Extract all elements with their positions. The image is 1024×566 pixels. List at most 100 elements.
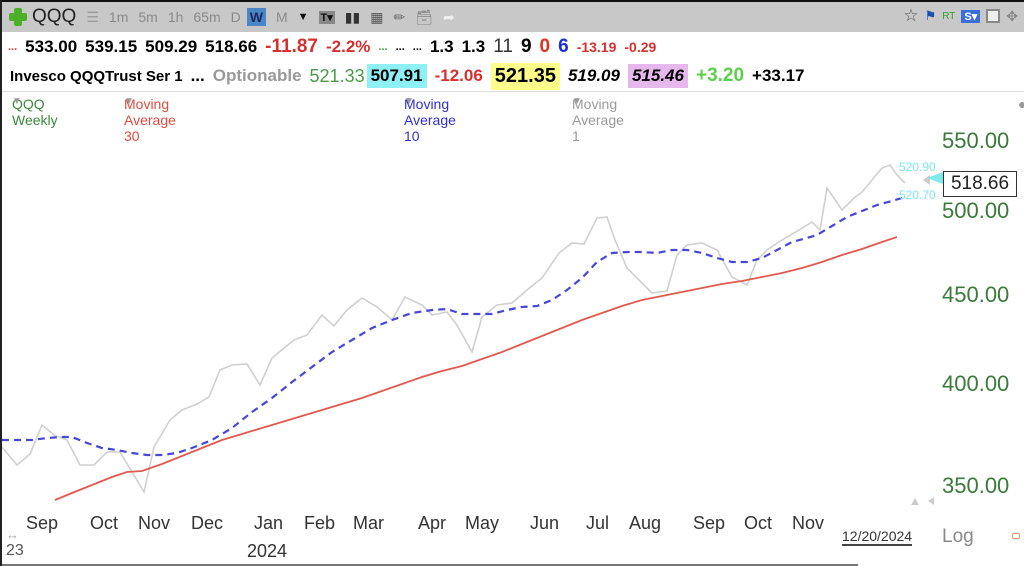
last-price-box: 518.66 <box>943 171 1017 197</box>
ma-label-lower: 520.70 <box>899 188 936 202</box>
legend-series-label: QQQ Weekly <box>12 96 58 128</box>
purple-value: 515.46 <box>627 64 688 88</box>
chart-legend: QQQ Weekly ▼ Moving Average 30 ▼ ▼ Movin… <box>2 96 1024 144</box>
yellow-value: 521.35 <box>490 62 560 90</box>
share-icon[interactable]: ➦ <box>442 8 455 25</box>
chevron-down-icon: ▼ <box>404 96 414 107</box>
count-2: 9 <box>520 36 532 57</box>
x-label-jun: Jun <box>530 513 560 533</box>
quote-row-1: ... 533.00 539.15 509.29 518.66 -11.87 -… <box>2 34 1024 60</box>
s-menu-button[interactable]: S▾ <box>961 9 981 23</box>
y-label-350: 350.00 <box>942 473 1010 498</box>
dots-2: ... <box>395 41 405 53</box>
neg-value-1: -13.19 <box>576 39 617 55</box>
current-date[interactable]: 12/20/2024 <box>842 528 913 546</box>
x-label-sep-2023: Sep <box>26 513 59 533</box>
dots-red: ... <box>8 41 18 53</box>
x-label-oct: Oct <box>90 513 119 533</box>
rt-label[interactable]: RT <box>942 10 956 22</box>
x-label-nov: Nov <box>138 513 171 533</box>
list-icon[interactable]: ☰ <box>86 8 99 25</box>
security-name: Invesco QQQTrust Ser 1 <box>10 67 183 85</box>
x-label-dec: Dec <box>191 513 224 533</box>
legend-ma1-label: Moving Average 1 <box>572 96 624 144</box>
high-value: 539.15 <box>85 37 138 56</box>
add-symbol-icon[interactable] <box>8 7 28 27</box>
count-3: 0 <box>539 36 551 57</box>
dots-green: ... <box>378 41 388 53</box>
log-scale-toggle[interactable]: Log <box>942 526 974 547</box>
timeframe-d[interactable]: D <box>230 9 241 25</box>
divider <box>2 91 1024 92</box>
year-label-2024: 2024 <box>247 541 288 561</box>
scroll-up-icon[interactable] <box>911 498 919 505</box>
neg-value-2: -0.29 <box>624 39 657 55</box>
plus-green-value: +3.20 <box>695 65 745 86</box>
x-label-oct-2024: Oct <box>744 513 773 533</box>
count-1: 11 <box>493 36 513 57</box>
chevron-down-icon: ▼ <box>404 96 414 107</box>
symbol-label[interactable]: QQQ <box>32 6 77 27</box>
lock-icon[interactable] <box>1012 533 1020 539</box>
grid-add-icon[interactable]: ▦ <box>370 8 384 25</box>
green-value: 521.33 <box>309 65 365 86</box>
count-4: 6 <box>558 36 569 57</box>
dots-3: ... <box>412 41 422 53</box>
move-icon[interactable]: ✥ <box>1006 7 1018 24</box>
cyan-value: 507.91 <box>366 64 427 88</box>
price-line <box>2 164 906 495</box>
s-label: S <box>964 10 972 23</box>
scroll-left-icon[interactable] <box>928 497 934 505</box>
change-pct-value: -2.2% <box>326 37 371 56</box>
marker-up-icon <box>923 175 930 185</box>
optionable-label: Optionable <box>212 66 302 85</box>
x-label-jul: Jul <box>586 513 610 533</box>
low-value: 509.29 <box>145 37 198 56</box>
chevron-down-icon: ▼ <box>572 96 582 107</box>
value-1: 1.3 <box>429 37 454 56</box>
timeframe-65m[interactable]: 65m <box>193 9 221 25</box>
close-value: 518.66 <box>205 37 258 56</box>
ma10-line <box>2 195 906 457</box>
text-tool-icon[interactable]: T▾ <box>318 10 335 24</box>
dropdown-icon[interactable]: ▼ <box>297 11 309 23</box>
y-label-500: 500.00 <box>942 198 1010 223</box>
ma30-line <box>54 236 898 501</box>
toolbar: QQQ ☰ 1m 5m 1h 65m D W M ▼ T▾ ▮▮ ▦ ✏ 🗃 ➦… <box>2 0 1024 32</box>
legend-ma30-label: Moving Average 30 <box>124 96 176 144</box>
quote-row-2: Invesco QQQTrust Ser 1 ... Optionable 52… <box>2 62 1024 90</box>
timeframe-w[interactable]: W <box>246 8 266 26</box>
bar-chart-icon[interactable]: ▮▮ <box>344 8 361 25</box>
timeframe-1m[interactable]: 1m <box>108 9 129 25</box>
settings-icon[interactable]: ● <box>1018 96 1024 112</box>
folder-icon[interactable]: 🗃 <box>415 8 433 25</box>
ma-label-upper: 520.90 <box>899 160 936 174</box>
save-icon[interactable] <box>986 9 1001 23</box>
x-label-aug: Aug <box>629 513 662 533</box>
italic-value: 519.09 <box>567 66 620 85</box>
price-pointer-icon <box>927 172 943 184</box>
y-label-450: 450.00 <box>942 282 1010 307</box>
chevron-down-icon: ▼ <box>124 96 134 107</box>
x-label-may: May <box>465 513 500 533</box>
timeframe-1h[interactable]: 1h <box>167 9 184 25</box>
timeframe-5m[interactable]: 5m <box>138 9 158 25</box>
dots: ... <box>190 66 205 85</box>
timeframe-m[interactable]: M <box>275 9 288 25</box>
pencil-icon[interactable]: ✏ <box>393 8 406 25</box>
value-2: 1.3 <box>461 37 486 56</box>
change-value: -11.87 <box>265 36 318 57</box>
flag-icon[interactable]: ⚑ <box>924 8 937 23</box>
y-label-400: 400.00 <box>942 371 1010 396</box>
x-label-feb: Feb <box>304 513 336 533</box>
toolbar-right: ☆ ⚑ RT S▾ ✥ <box>903 6 1018 26</box>
scroll-arrows-icon[interactable]: ↔ <box>6 527 19 542</box>
x-label-jan: Jan <box>254 513 284 533</box>
x-label-apr: Apr <box>418 513 447 533</box>
year-label-2023: 23 <box>6 542 24 559</box>
star-icon[interactable]: ☆ <box>903 6 919 25</box>
bottom-border <box>2 564 858 566</box>
x-label-sep-2024: Sep <box>693 513 726 533</box>
